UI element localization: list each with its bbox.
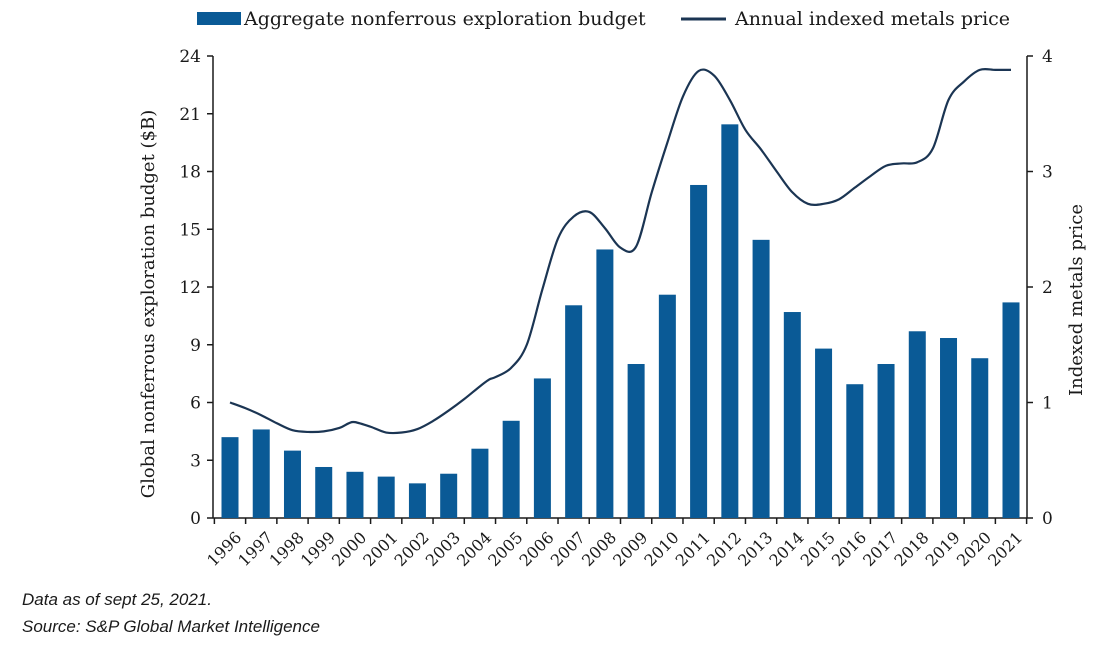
- bar-2021: [1002, 302, 1020, 518]
- bar-2020: [971, 358, 989, 518]
- y-left-tick-label: 18: [179, 163, 201, 183]
- y-left-ticks: 0 3 6 9 12 15 18 21 24: [179, 47, 213, 529]
- y-left-tick-label: 15: [179, 220, 201, 240]
- x-ticks: 1996199719981999200020012002200320042005…: [203, 518, 1028, 570]
- price-line-layer: [229, 67, 1011, 435]
- x-tick-label: 2002: [391, 528, 433, 570]
- bar-2002: [408, 483, 426, 518]
- x-tick-label: 2020: [953, 528, 995, 570]
- x-tick-label: 2014: [765, 528, 807, 570]
- bars: [221, 124, 1020, 519]
- y-left-tick-label: 21: [179, 105, 201, 125]
- legend: Aggregate nonferrous exploration budget …: [197, 8, 1010, 30]
- bar-1999: [315, 466, 333, 518]
- x-tick-label: 2016: [828, 528, 870, 570]
- x-tick-label: 2001: [359, 528, 401, 570]
- bar-2004: [471, 448, 489, 518]
- y-left-tick-label: 0: [190, 509, 201, 529]
- x-tick-label: 2008: [578, 528, 620, 570]
- x-tick-label: 2009: [609, 528, 651, 570]
- y-right-ticks: 0 1 2 3 4: [1027, 47, 1053, 529]
- bar-2009: [627, 364, 645, 518]
- legend-bar-swatch: [197, 12, 241, 25]
- legend-bar-label: Aggregate nonferrous exploration budget: [243, 8, 646, 30]
- source-note: Source: S&P Global Market Intelligence: [22, 617, 320, 636]
- x-tick-label: 2013: [734, 528, 776, 570]
- x-tick-label: 1996: [203, 528, 245, 570]
- x-tick-label: 2021: [984, 528, 1026, 570]
- bar-2001: [377, 476, 395, 518]
- y-right-axis-title: Indexed metals price: [1066, 204, 1087, 396]
- y-right-tick-label: 2: [1042, 278, 1053, 298]
- x-tick-label: 2005: [484, 528, 526, 570]
- y-right-tick-label: 0: [1042, 509, 1053, 529]
- bar-2003: [440, 473, 458, 518]
- y-right-tick-label: 4: [1042, 47, 1053, 67]
- bar-2005: [502, 420, 520, 518]
- y-left-tick-label: 3: [190, 451, 201, 471]
- x-tick-label: 1997: [234, 528, 276, 570]
- bar-2011: [690, 184, 708, 518]
- bar-2012: [721, 124, 739, 519]
- bar-1997: [252, 429, 270, 518]
- y-left-axis-title: Global nonferrous exploration budget ($B…: [138, 110, 159, 499]
- metals-price-line: [229, 67, 1011, 435]
- x-tick-label: 2000: [328, 528, 370, 570]
- x-tick-label: 2017: [859, 528, 901, 570]
- bar-2008: [596, 249, 614, 518]
- bar-2006: [533, 378, 551, 518]
- x-tick-label: 2012: [703, 528, 745, 570]
- bar-2007: [565, 305, 583, 518]
- x-tick-label: 1998: [266, 528, 308, 570]
- x-tick-label: 2011: [672, 528, 714, 570]
- bar-2016: [846, 384, 864, 518]
- y-right-tick-label: 1: [1042, 394, 1053, 414]
- x-tick-label: 1999: [297, 528, 339, 570]
- bar-2017: [877, 364, 895, 518]
- y-right-tick-label: 3: [1042, 163, 1053, 183]
- x-tick-label: 2003: [422, 528, 464, 570]
- y-left-tick-label: 12: [179, 278, 201, 298]
- data-date-note: Data as of sept 25, 2021.: [22, 590, 212, 609]
- x-tick-label: 2004: [453, 528, 495, 570]
- x-tick-label: 2015: [797, 528, 839, 570]
- bar-1996: [221, 437, 239, 518]
- y-left-tick-label: 6: [190, 394, 201, 414]
- x-tick-label: 2006: [515, 528, 557, 570]
- bar-2013: [752, 239, 770, 518]
- bar-2018: [908, 331, 926, 518]
- bar-1998: [283, 450, 301, 518]
- x-tick-label: 2019: [922, 528, 964, 570]
- x-tick-label: 2007: [547, 528, 589, 570]
- bar-2015: [815, 348, 833, 518]
- y-left-tick-label: 9: [190, 336, 201, 356]
- x-tick-label: 2010: [640, 528, 682, 570]
- bar-2010: [658, 294, 676, 518]
- bar-2014: [783, 312, 801, 518]
- x-tick-label: 2018: [890, 528, 932, 570]
- y-left-tick-label: 24: [179, 47, 201, 67]
- bar-2019: [940, 338, 958, 518]
- bar-2000: [346, 471, 364, 518]
- legend-line-label: Annual indexed metals price: [734, 8, 1010, 30]
